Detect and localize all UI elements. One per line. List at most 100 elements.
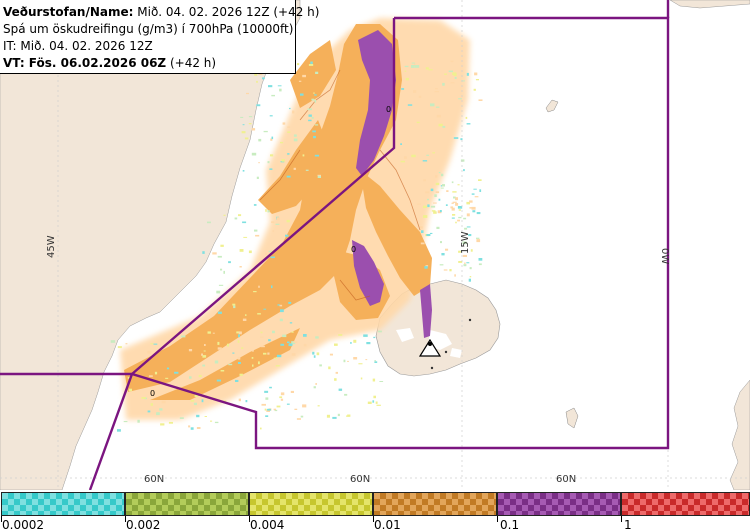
ash-dot <box>358 363 363 365</box>
ash-dot <box>242 318 247 321</box>
ash-dot <box>407 104 413 106</box>
ash-dot <box>125 343 128 345</box>
ash-dot <box>458 261 463 263</box>
ash-dot <box>218 284 224 286</box>
ash-dot <box>434 194 437 197</box>
ash-dot <box>288 343 293 347</box>
ash-dot <box>430 188 434 192</box>
issue-time: Mið. 04. 02. 2026 12Z (+42 h) <box>133 5 320 19</box>
ash-dot <box>279 396 283 399</box>
legend-label-3: 0.01 <box>374 518 401 532</box>
ash-dot <box>255 234 260 237</box>
ash-dot <box>161 400 166 404</box>
ash-dot <box>347 360 349 362</box>
ash-dot <box>258 285 260 288</box>
ash-dot <box>290 390 294 393</box>
ash-dot <box>204 344 206 346</box>
ash-dot <box>260 331 263 334</box>
ash-dot <box>478 258 483 261</box>
ash-dot <box>267 161 270 164</box>
ash-dot <box>451 217 455 219</box>
concentration-legend: 0.0002 0.002 0.004 0.01 0.1 1 <box>0 490 750 532</box>
ash-dot <box>413 90 417 93</box>
ash-dot <box>444 73 447 75</box>
ash-dot <box>245 314 247 316</box>
ash-dot <box>314 154 320 157</box>
ash-dot <box>265 415 269 417</box>
ash-dot <box>190 427 194 430</box>
ash-dot <box>374 361 378 363</box>
ash-dot <box>269 115 273 117</box>
ash-dot <box>293 167 296 170</box>
ash-dot <box>264 390 269 393</box>
ash-dot <box>280 392 285 396</box>
ash-dot <box>427 204 430 208</box>
issuer-line: Veðurstofan/Name: Mið. 04. 02. 2026 12Z … <box>3 4 319 21</box>
norway-land <box>729 379 750 490</box>
ash-dot <box>458 98 462 100</box>
ash-dot <box>374 360 376 362</box>
ash-dot <box>448 70 453 73</box>
ash-dot <box>451 202 454 204</box>
ash-dot <box>258 361 260 365</box>
ash-dot <box>421 230 424 233</box>
ash-dot <box>181 335 186 338</box>
ash-dot <box>426 234 431 236</box>
ash-dot <box>453 196 456 199</box>
ash-dot <box>314 124 319 126</box>
glacier <box>428 330 452 350</box>
sparse-ash-dots <box>110 60 483 432</box>
ash-dot <box>240 116 244 118</box>
ash-dot <box>452 201 457 203</box>
ash-dot <box>476 239 481 243</box>
lon-label-15w: 15W <box>460 231 471 254</box>
ash-dot <box>279 304 283 307</box>
ash-dot <box>443 269 448 271</box>
ash-dot <box>242 221 247 224</box>
legend-label-5: 1 <box>624 518 632 532</box>
ash-dot <box>258 73 263 75</box>
ash-dot <box>353 339 357 343</box>
ash-dot <box>440 210 442 213</box>
ash-dot <box>313 355 316 358</box>
ash-dot <box>363 334 368 337</box>
ash-dot <box>294 408 298 410</box>
ash-dot <box>141 397 146 399</box>
ash-dot <box>293 341 298 343</box>
ash-dot <box>378 330 382 333</box>
ash-dot <box>450 206 454 209</box>
ash-dot <box>165 377 169 379</box>
ash-dot <box>452 191 457 193</box>
legend-swatch-4 <box>497 492 621 516</box>
ash-dot <box>287 126 291 128</box>
ash-dot <box>367 401 372 404</box>
lat-label-60n: 60N <box>350 474 370 485</box>
ash-dot <box>460 138 463 141</box>
ash-dot <box>253 204 257 206</box>
ash-dot <box>441 253 445 256</box>
ash-dot <box>226 343 229 347</box>
ash-dot <box>424 266 428 269</box>
ash-dot <box>302 74 306 78</box>
ash-dot <box>475 79 479 81</box>
ash-dot <box>217 341 220 345</box>
ash-dot <box>212 332 215 334</box>
ash-dot <box>223 214 226 216</box>
ash-dot <box>271 221 275 224</box>
forecast-map: 45W 15W 0W 60N 60N 60N 0 0 0 <box>0 0 750 490</box>
ash-dot <box>268 339 271 342</box>
ash-dot <box>328 366 331 370</box>
ash-dot <box>326 414 330 418</box>
ash-dot <box>263 352 267 355</box>
ash-dot <box>416 121 420 124</box>
legend-swatch-1 <box>125 492 249 516</box>
ash-dot <box>417 203 422 205</box>
lead-time: (+42 h) <box>166 56 217 70</box>
ash-dot <box>404 65 409 68</box>
ash-dot <box>217 347 222 350</box>
ash-dot <box>237 356 241 360</box>
lon-label-45w: 45W <box>46 235 57 258</box>
ash-dot <box>314 99 317 103</box>
ash-dot <box>312 130 316 133</box>
legend-swatch-2 <box>249 492 373 516</box>
